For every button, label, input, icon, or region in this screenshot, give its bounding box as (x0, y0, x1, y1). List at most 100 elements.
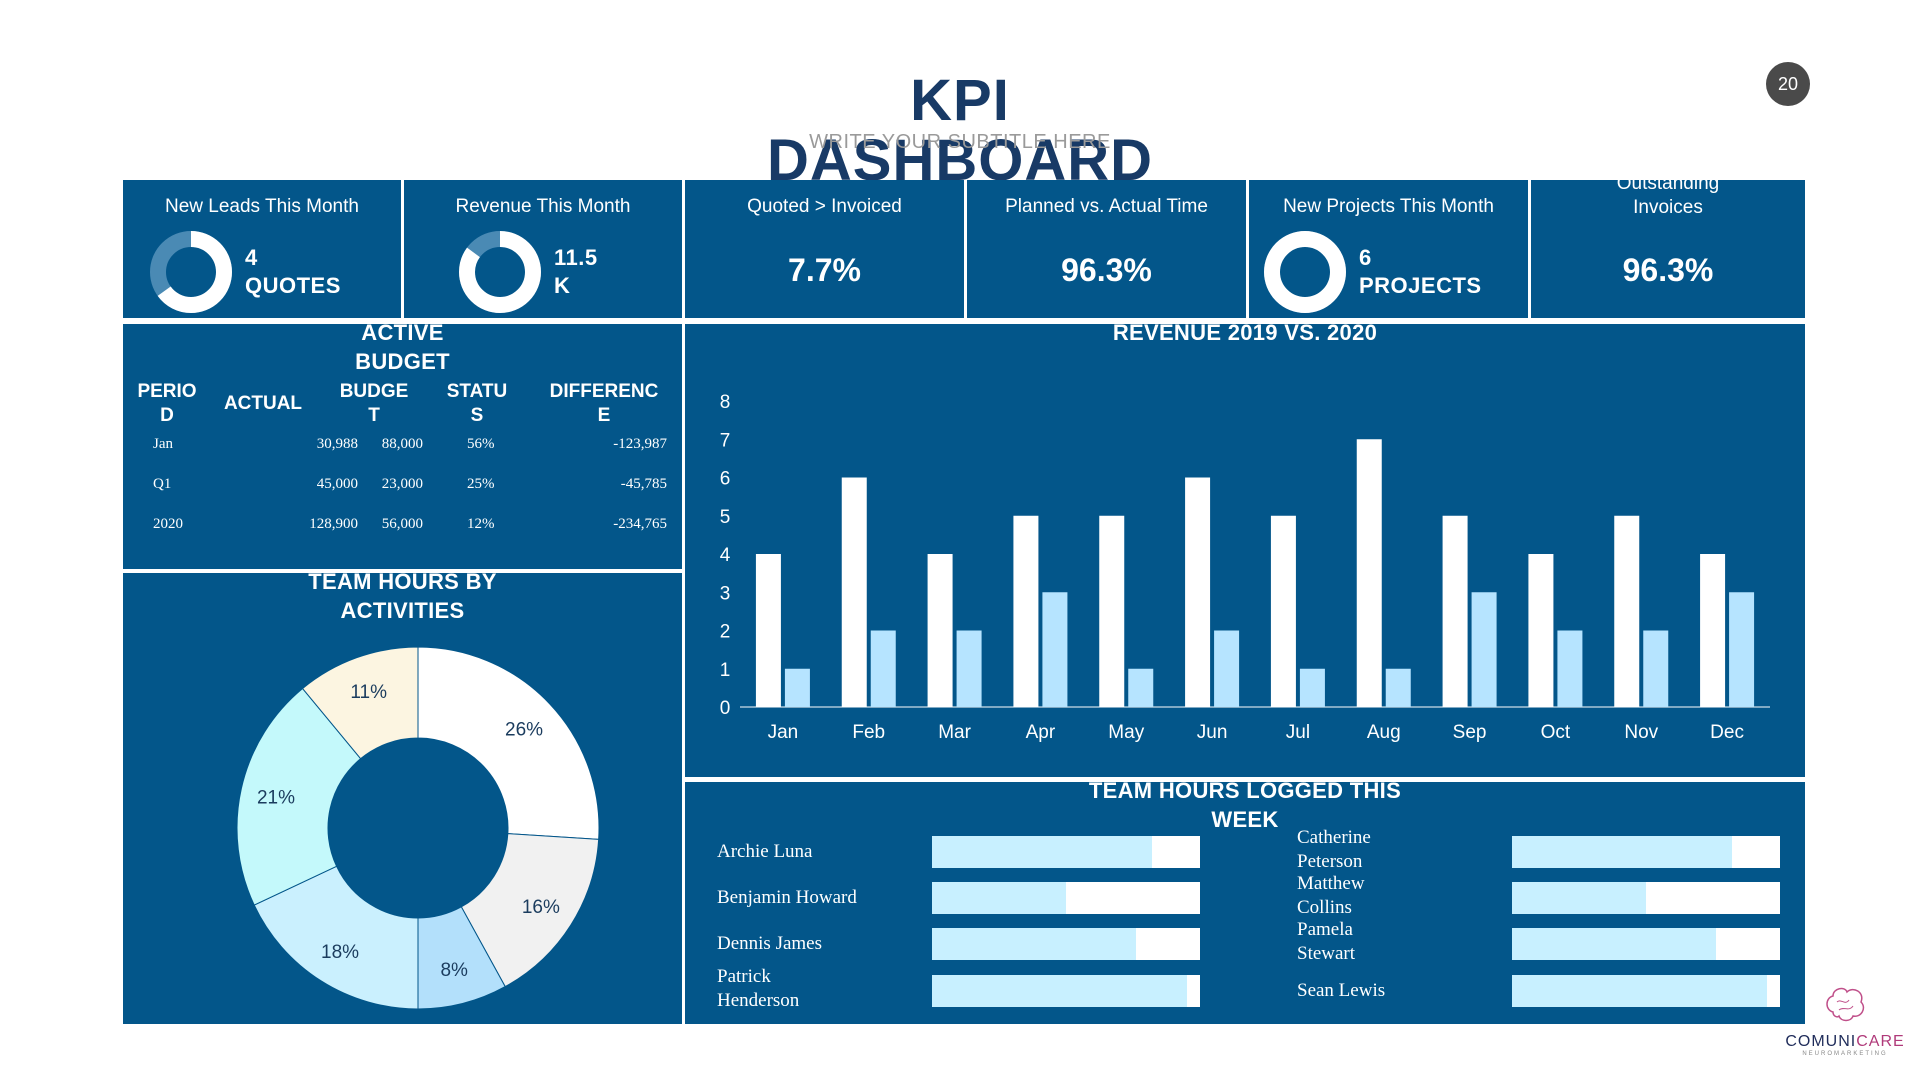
hours-bar-track (1512, 928, 1780, 960)
hours-bar-fill (1512, 836, 1732, 868)
member-name-line: Dennis James (717, 933, 823, 954)
revenue-chart-title: REVENUE 2019 VS. 2020 (1112, 324, 1378, 345)
y-tick-label: 3 (720, 583, 731, 604)
member-name: Catherine Peterson (1297, 826, 1371, 874)
budget-header-period: PERIO D (137, 380, 197, 428)
bar-2019-oct (1528, 554, 1554, 707)
bar-2020-jan (784, 668, 810, 707)
hours-bar-fill (1512, 882, 1646, 914)
x-tick-label: Feb (852, 722, 885, 743)
donut-slice (301, 646, 419, 760)
bar-2020-jun (1214, 630, 1240, 707)
bar-2019-jan (755, 554, 781, 707)
x-tick-label: Aug (1367, 722, 1401, 743)
member-name: Dennis James (717, 932, 822, 956)
kpi-value: 11.5 K (554, 244, 598, 300)
member-name-line: Sean Lewis (1297, 980, 1386, 1001)
donut-slice (460, 833, 600, 988)
member-name-line: Patrick (717, 966, 771, 987)
x-tick-label: Nov (1624, 722, 1658, 743)
y-tick-label: 7 (720, 430, 731, 451)
hours-bar-track (932, 836, 1200, 868)
bar-2019-nov (1614, 515, 1640, 707)
member-name: Matthew Collins (1297, 872, 1365, 920)
member-name: Benjamin Howard (717, 886, 857, 910)
kpi-value: 96.3% (1622, 252, 1714, 288)
header-line: STATU (446, 381, 508, 402)
revenue-bar-chart: 0 1 2 3 4 5 6 7 8 Jan Feb Mar Apr May Jun Jul Aug Sep Oct N… (720, 392, 1770, 743)
hours-bar-fill (932, 882, 1066, 914)
bar-2019-aug (1356, 439, 1382, 707)
kpi-value: 96.3% (1061, 252, 1152, 288)
budget-header-status: STATU S (441, 380, 513, 428)
slice-label: 8% (440, 960, 468, 981)
kpi-value-number: 6 (1359, 245, 1372, 270)
donut-slice (236, 687, 362, 906)
kpi-label-line1: Outstanding (1616, 180, 1720, 194)
kpi-donut-chart (1264, 231, 1346, 313)
budget-title-line2: BUDGET (355, 349, 450, 374)
cell-status: 56% (467, 436, 495, 452)
logo-brand: COMUNICARE (1780, 1033, 1910, 1051)
bar-2020-may (1128, 668, 1154, 707)
x-tick-label: Apr (1026, 722, 1056, 743)
kpi-quoted-invoiced: Quoted > Invoiced 7.7% (685, 180, 964, 318)
cell-period: Jan (153, 436, 173, 452)
page-number-badge: 20 (1766, 62, 1810, 106)
bar-2020-sep (1471, 592, 1497, 707)
hours-bar-fill (932, 836, 1152, 868)
y-tick-label: 0 (720, 698, 731, 719)
cell-actual: 45,000 (316, 476, 358, 492)
member-name-line: Pamela (1297, 919, 1353, 940)
kpi-new-projects: New Projects This Month 6 PROJECTS (1249, 180, 1528, 318)
member-name-line: Catherine (1297, 827, 1371, 848)
kpi-value-unit: QUOTES (245, 273, 341, 298)
member-name-line: Henderson (717, 990, 800, 1011)
bar-2020-jul (1299, 668, 1325, 707)
y-tick-label: 2 (720, 622, 731, 643)
hours-bar-track (1512, 882, 1780, 914)
bar-2019-may (1099, 515, 1125, 707)
cell-budget: 88,000 (381, 436, 423, 452)
kpi-donut-arc (459, 231, 541, 313)
slice-label: 21% (257, 787, 295, 808)
slice-label: 18% (321, 942, 359, 963)
y-tick-label: 8 (720, 392, 731, 413)
header-line: E (597, 405, 611, 426)
header-line: ACTUAL (223, 393, 303, 414)
kpi-new-leads: New Leads This Month 4 QUOTES (123, 180, 401, 318)
hours-bar-track (1512, 836, 1780, 868)
member-name-line: Stewart (1297, 943, 1356, 964)
hours-bar-track (1512, 975, 1780, 1007)
kpi-label: Revenue This Month (455, 196, 631, 217)
member-name-line: Benjamin Howard (717, 887, 857, 908)
activities-donut-chart: 26% 16% 8% 18% 21% 11% (236, 646, 600, 1010)
team-hours-logged-title: TEAM HOURS LOGGED THIS WEEK (1088, 782, 1402, 832)
bar-2020-apr (1042, 592, 1068, 707)
hours-bar-track (932, 928, 1200, 960)
kpi-label: New Leads This Month (165, 196, 359, 217)
team-hours-activities-title: TEAM HOURS BY ACTIVITIES (308, 573, 497, 623)
cell-status: 12% (467, 516, 495, 532)
comunicare-logo: COMUNICARE NEUROMARKETING (1780, 984, 1910, 1057)
x-tick-label: Mar (938, 722, 971, 743)
bar-2020-mar (956, 630, 982, 707)
member-name: Pamela Stewart (1297, 918, 1355, 966)
bar-2020-dec (1729, 592, 1755, 707)
hours-bar-track (932, 975, 1200, 1007)
revenue-chart-panel: REVENUE 2019 VS. 2020 0 1 2 3 4 5 6 7 8 Jan Feb Mar… (685, 324, 1805, 777)
header-line: BUDGE (339, 381, 409, 402)
member-name-line: Archie Luna (717, 841, 813, 862)
kpi-value: 7.7% (788, 252, 861, 288)
kpi-outstanding-invoices: Outstanding Invoices 96.3% (1531, 180, 1805, 318)
team-hours-logged-panel: TEAM HOURS LOGGED THIS WEEK Archie Luna B… (685, 782, 1805, 1024)
y-tick-label: 6 (720, 469, 731, 490)
kpi-value-number: 11.5 (554, 245, 598, 270)
budget-panel: ACTIVE BUDGET PERIO D ACTUAL BUDGE T STATU… (123, 324, 682, 569)
y-tick-label: 1 (720, 660, 731, 681)
cell-budget: 23,000 (381, 476, 423, 492)
budget-title-line1: ACTIVE (361, 324, 444, 345)
budget-title: ACTIVE BUDGET (123, 324, 682, 376)
donut-slice (253, 865, 419, 1010)
cell-difference: -234,765 (613, 516, 667, 532)
